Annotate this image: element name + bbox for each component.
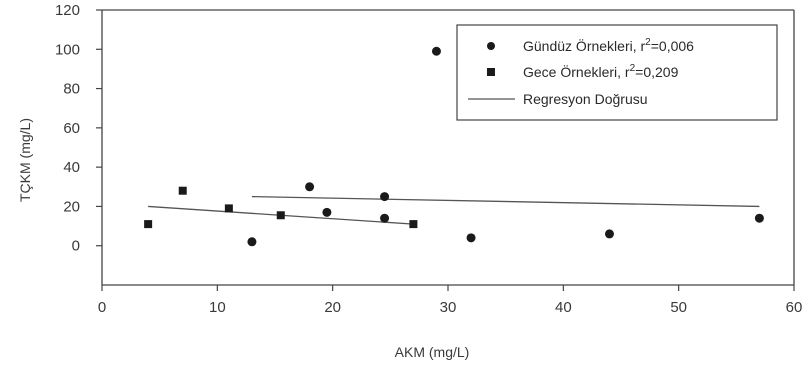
- y-tick-label: 60: [63, 120, 80, 137]
- legend-label: Gece Örnekleri, r2=0,209: [523, 63, 679, 80]
- x-tick-label: 60: [786, 299, 803, 316]
- circle-point: [305, 182, 315, 192]
- square-point: [144, 220, 153, 229]
- legend-square-marker: [487, 68, 495, 76]
- circle-point: [247, 237, 257, 247]
- y-ticks: 0 20 40 60 80 100 120: [55, 2, 102, 255]
- x-axis-label: AKM (mg/L): [395, 344, 470, 360]
- x-tick-label: 40: [555, 299, 572, 316]
- y-axis-label: TÇKM (mg/L): [17, 118, 33, 202]
- circle-point: [380, 192, 390, 202]
- regression-lines: [148, 195, 760, 225]
- circle-point: [466, 233, 476, 243]
- regression-line: [251, 195, 760, 208]
- y-tick-label: 120: [55, 2, 80, 19]
- x-tick-label: 20: [324, 299, 341, 316]
- x-tick-label: 50: [670, 299, 687, 316]
- square-point: [276, 211, 285, 220]
- y-tick-label: 20: [63, 198, 80, 215]
- x-tick-label: 10: [209, 299, 226, 316]
- y-tick-label: 40: [63, 159, 80, 176]
- square-point: [178, 186, 187, 195]
- legend: Gündüz Örnekleri, r2=0,006 Gece Örnekleri…: [456, 24, 778, 121]
- legend-box: [456, 24, 778, 121]
- circle-point: [322, 207, 332, 217]
- circle-point: [431, 46, 441, 56]
- legend-label-regression: Regresyon Doğrusu: [523, 91, 648, 107]
- legend-circle-marker: [487, 42, 495, 50]
- x-tick-label: 0: [98, 299, 106, 316]
- y-tick-label: 80: [63, 81, 80, 98]
- circle-point: [604, 229, 614, 239]
- legend-label: Gündüz Örnekleri, r2=0,006: [523, 37, 694, 54]
- square-point: [224, 204, 233, 213]
- data-points: [144, 46, 764, 247]
- y-tick-label: 0: [72, 238, 80, 255]
- y-tick-label: 100: [55, 41, 80, 58]
- square-point: [409, 220, 418, 229]
- x-ticks: 0 10 20 30 40 50 60: [98, 285, 803, 316]
- x-tick-label: 30: [440, 299, 457, 316]
- circle-point: [754, 213, 764, 223]
- circle-point: [380, 213, 390, 223]
